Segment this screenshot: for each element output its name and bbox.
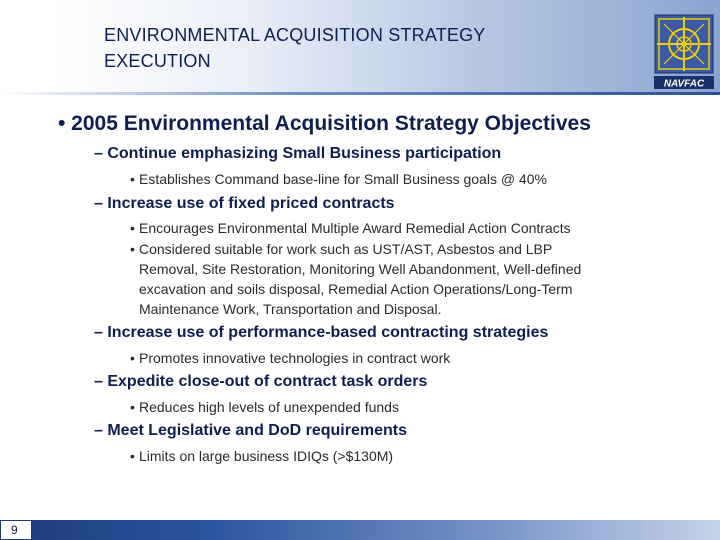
- section-heading-small-business: – Continue emphasizing Small Business pa…: [94, 145, 502, 162]
- title-line-1: ENVIRONMENTAL ACQUISITION STRATEGY: [104, 25, 486, 45]
- logo-text: NAVFAC: [664, 79, 705, 90]
- header-banner: [0, 0, 720, 92]
- section-heading-fixed-price: – Increase use of fixed priced contracts: [94, 195, 395, 212]
- footer-bar: [0, 520, 720, 540]
- page-number-box: 9: [0, 520, 32, 540]
- title-line-2: EXECUTION: [104, 51, 211, 71]
- section-heading-performance-based: – Increase use of performance-based cont…: [94, 324, 549, 341]
- navfac-logo: NAVFAC: [654, 14, 714, 90]
- section-heading-close-out: – Expedite close-out of contract task or…: [94, 373, 428, 390]
- main-bullet: • 2005 Environmental Acquisition Strateg…: [58, 112, 591, 135]
- section-heading-legislative: – Meet Legislative and DoD requirements: [94, 422, 407, 439]
- page-number: 9: [11, 523, 18, 537]
- slide-title: ENVIRONMENTAL ACQUISITION STRATEGY EXECU…: [104, 22, 624, 74]
- header-divider: [0, 92, 720, 95]
